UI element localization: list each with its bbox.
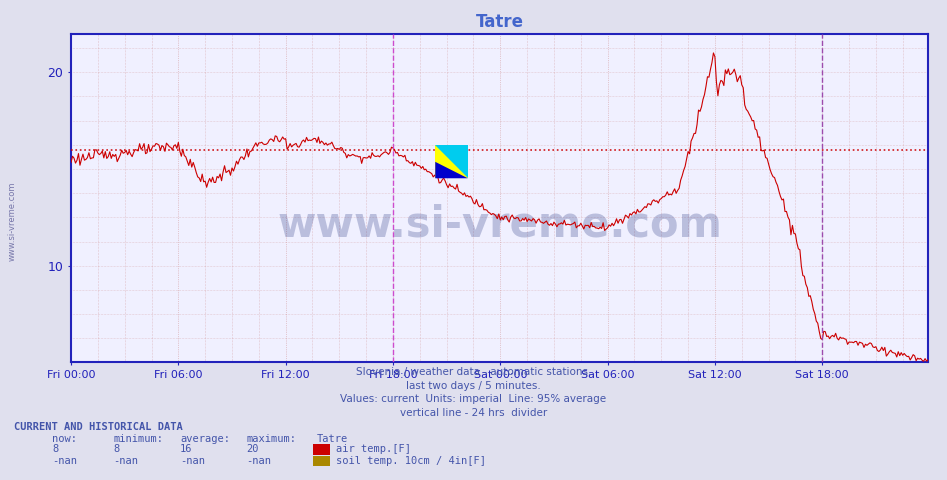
Text: www.si-vreme.com: www.si-vreme.com bbox=[8, 181, 17, 261]
Text: minimum:: minimum: bbox=[114, 433, 164, 444]
Text: Values: current  Units: imperial  Line: 95% average: Values: current Units: imperial Line: 95… bbox=[340, 394, 607, 404]
Text: 8: 8 bbox=[114, 444, 120, 454]
Text: 8: 8 bbox=[52, 444, 59, 454]
Text: soil temp. 10cm / 4in[F]: soil temp. 10cm / 4in[F] bbox=[336, 456, 486, 466]
Text: last two days / 5 minutes.: last two days / 5 minutes. bbox=[406, 381, 541, 391]
Text: -nan: -nan bbox=[180, 456, 205, 466]
Text: average:: average: bbox=[180, 433, 230, 444]
Bar bbox=[436, 145, 468, 178]
Text: air temp.[F]: air temp.[F] bbox=[336, 444, 411, 454]
Text: 20: 20 bbox=[246, 444, 259, 454]
Text: -nan: -nan bbox=[52, 456, 77, 466]
Text: maximum:: maximum: bbox=[246, 433, 296, 444]
Title: Tatre: Tatre bbox=[475, 12, 524, 31]
Text: Tatre: Tatre bbox=[317, 433, 348, 444]
Text: Slovenia / weather data - automatic stations.: Slovenia / weather data - automatic stat… bbox=[356, 367, 591, 377]
Text: vertical line - 24 hrs  divider: vertical line - 24 hrs divider bbox=[400, 408, 547, 418]
Text: -nan: -nan bbox=[114, 456, 138, 466]
Polygon shape bbox=[436, 162, 468, 178]
Text: now:: now: bbox=[52, 433, 77, 444]
Text: www.si-vreme.com: www.si-vreme.com bbox=[277, 204, 722, 245]
Text: CURRENT AND HISTORICAL DATA: CURRENT AND HISTORICAL DATA bbox=[14, 421, 183, 432]
Text: -nan: -nan bbox=[246, 456, 271, 466]
Polygon shape bbox=[436, 145, 468, 178]
Text: 16: 16 bbox=[180, 444, 192, 454]
